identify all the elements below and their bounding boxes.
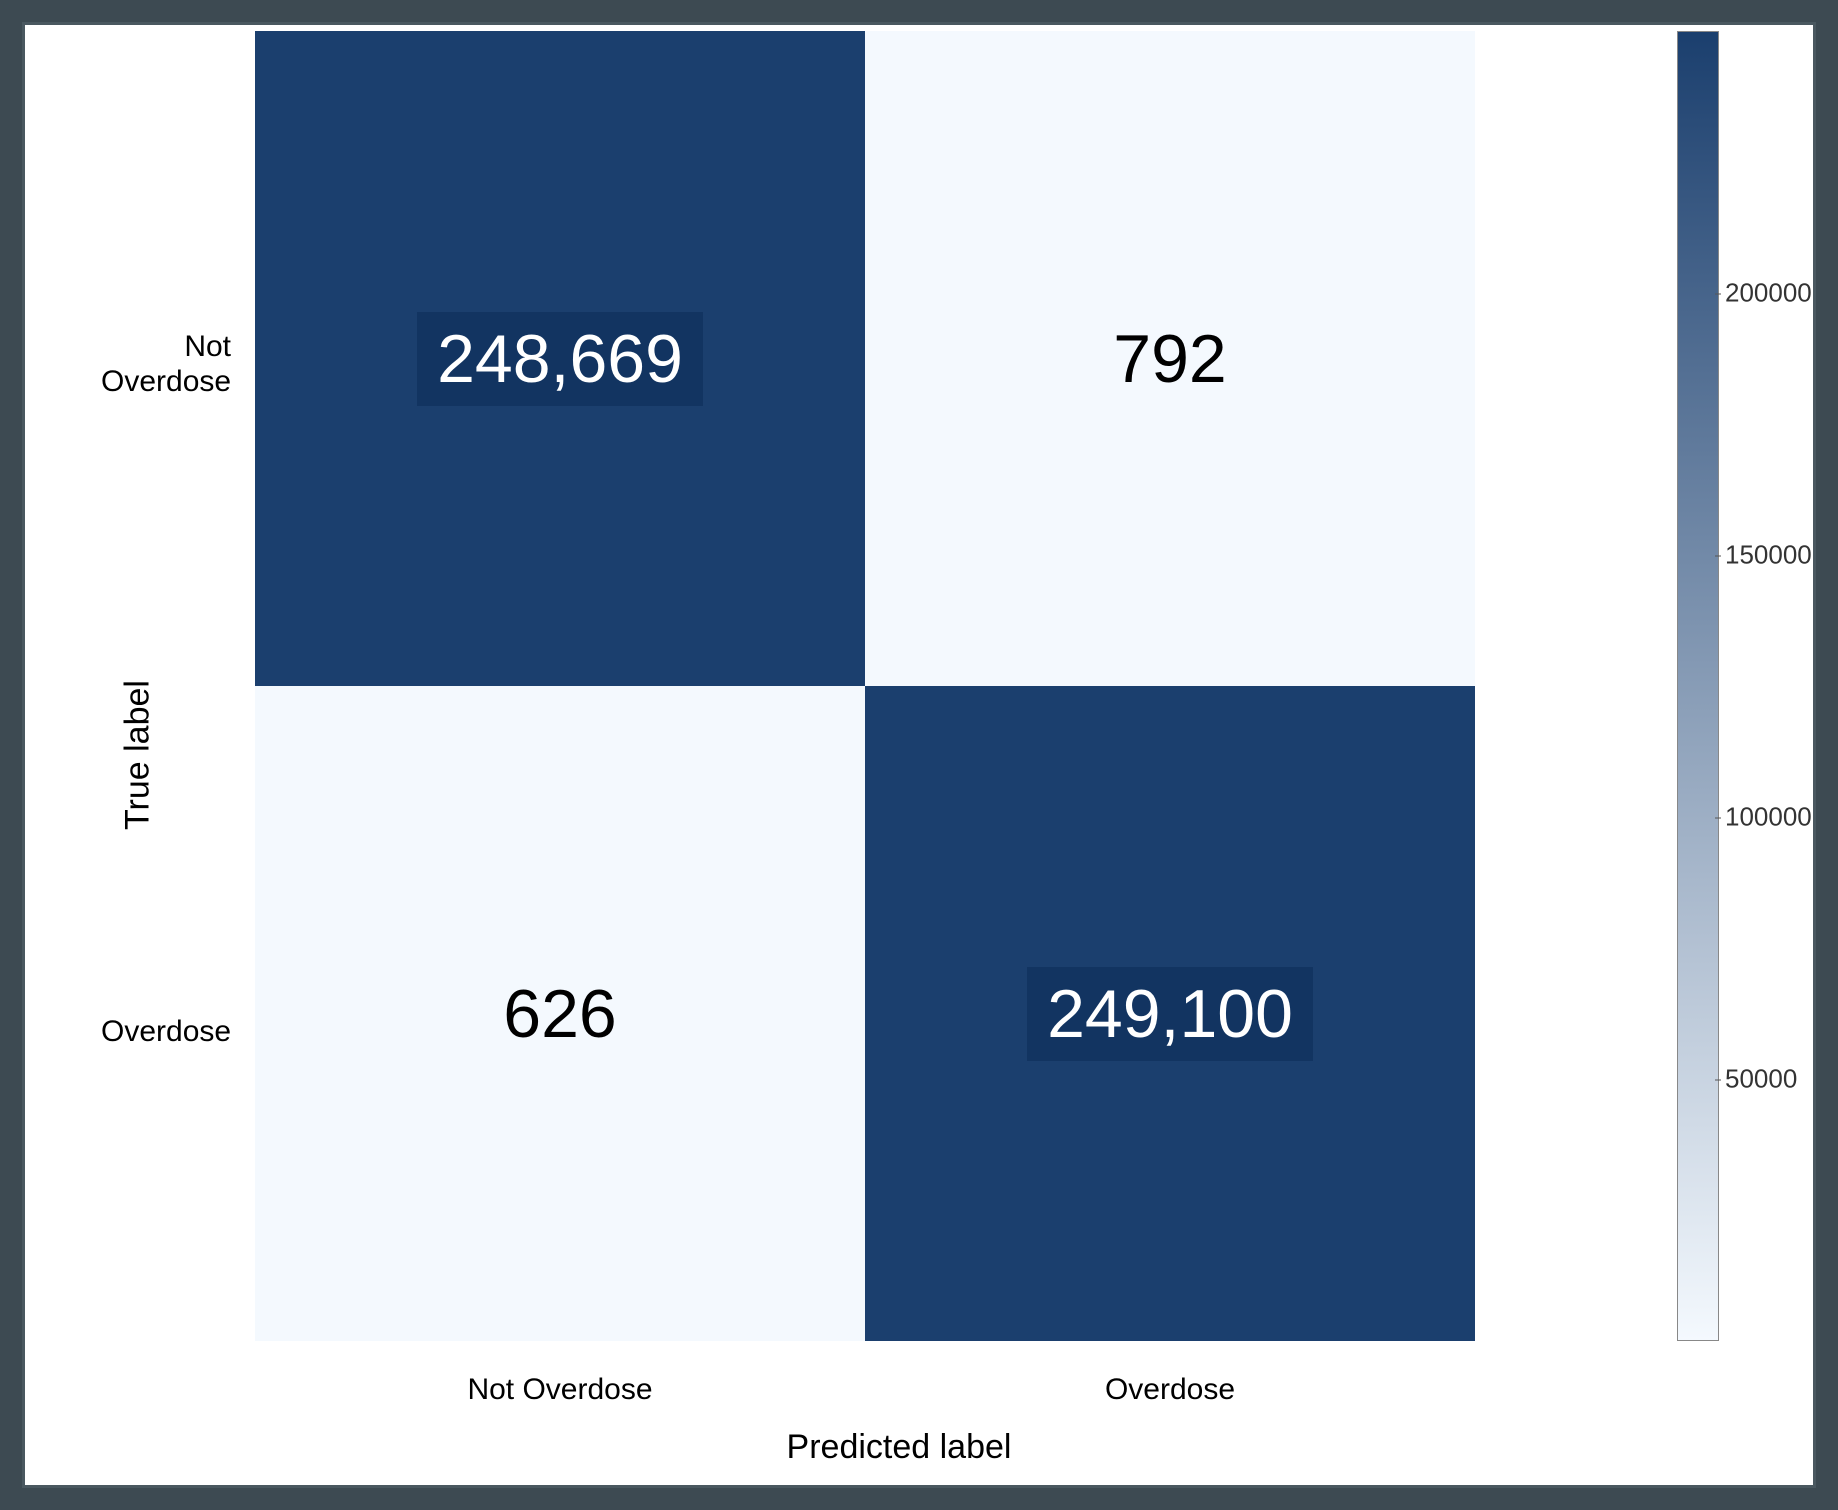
y-tick-not-overdose: NotOverdose (101, 330, 231, 399)
cell-tn: 248,669 (255, 31, 865, 686)
cell-value-tp: 249,100 (1027, 967, 1313, 1061)
confusion-matrix-grid: 248,669 792 626 249,100 (255, 31, 1475, 1341)
cell-fp: 792 (865, 31, 1475, 686)
colorbar-tick-150000: 150000 (1725, 540, 1812, 571)
cell-value-fn: 626 (483, 967, 636, 1061)
y-tick-overdose: Overdose (101, 1015, 231, 1050)
cell-value-tn: 248,669 (417, 312, 703, 406)
outer-frame: · · · · · · · · · · · · · · · · · · · · … (0, 0, 1838, 1510)
cell-fn: 626 (255, 686, 865, 1341)
colorbar: 200000 150000 100000 50000 (1677, 31, 1719, 1341)
cell-value-fp: 792 (1093, 312, 1246, 406)
colorbar-tick-200000: 200000 (1725, 278, 1812, 309)
chart-panel: · · · · · · · · · · · · · · · · · · · · … (22, 22, 1816, 1488)
cell-tp: 249,100 (865, 686, 1475, 1341)
x-tick-overdose: Overdose (865, 1373, 1475, 1407)
x-axis-label: Predicted label (255, 1428, 1543, 1467)
x-tick-not-overdose: Not Overdose (255, 1373, 865, 1407)
y-axis-label: True label (118, 680, 157, 830)
colorbar-gradient (1677, 31, 1719, 1341)
colorbar-tick-100000: 100000 (1725, 802, 1812, 833)
colorbar-tick-50000: 50000 (1725, 1064, 1797, 1095)
chart-layout: · · · · · · · · · · · · · · · · · · · · … (25, 25, 1813, 1485)
